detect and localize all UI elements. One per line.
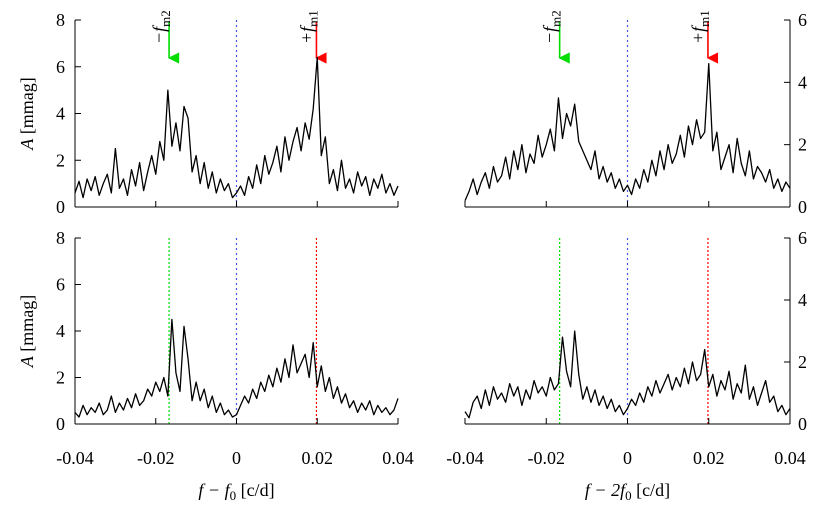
label-main: f − 2f: [585, 480, 628, 500]
y-tick-label: 6: [56, 275, 65, 295]
spectrum-line: [464, 62, 791, 202]
y-tick-label: 4: [56, 321, 65, 341]
x-tick-label: -0.02: [137, 448, 175, 468]
x-tick-label: 0.02: [302, 448, 334, 468]
spectrum-line: [74, 56, 399, 199]
label-subscript: 0: [230, 488, 237, 503]
y-axis-label: A [mmag]: [17, 295, 37, 368]
y-tick-label: 4: [56, 104, 65, 124]
y-axis-label: A [mmag]: [17, 77, 37, 150]
y-tick-label: 0: [798, 197, 807, 217]
label-rest: [mmag]: [17, 77, 37, 138]
label-subscript: m1: [305, 10, 320, 27]
y-tick-label: 8: [56, 228, 65, 248]
label-main: +f: [296, 24, 316, 44]
label-subscript: 0: [625, 488, 632, 503]
label-italic: A: [17, 138, 37, 151]
x-tick-label: 0: [623, 448, 632, 468]
y-tick-label: 2: [56, 368, 65, 388]
y-tick-label: 8: [56, 10, 65, 30]
x-axis-label: f − 2f0 [c/d]: [585, 480, 670, 503]
spectrum-line: [74, 318, 399, 418]
frequency-label: +fm1: [688, 10, 712, 44]
x-tick-label: -0.04: [446, 448, 484, 468]
y-tick-label: 2: [798, 352, 807, 372]
x-tick-label: -0.02: [528, 448, 566, 468]
label-main: +f: [688, 24, 708, 44]
x-tick-label: 0.02: [693, 448, 725, 468]
frequency-label: +fm1: [296, 10, 320, 44]
x-tick-label: 0.04: [774, 448, 806, 468]
spectrum-line: [464, 330, 791, 419]
y-tick-label: 6: [798, 228, 807, 248]
y-tick-label: 6: [798, 10, 807, 30]
label-italic: A: [17, 355, 37, 368]
y-tick-label: 0: [56, 414, 65, 434]
y-tick-label: 6: [56, 57, 65, 77]
frequency-label: −fm2: [149, 10, 173, 44]
label-rest: [mmag]: [17, 295, 37, 356]
x-tick-label: 0: [232, 448, 241, 468]
label-rest: [c/d]: [632, 480, 670, 500]
label-main: −f: [149, 24, 169, 44]
label-main: f − f: [198, 480, 232, 500]
label-main: −f: [540, 24, 560, 44]
x-tick-label: -0.04: [56, 448, 94, 468]
label-subscript: m1: [697, 10, 712, 27]
label-subscript: m2: [158, 10, 173, 27]
y-tick-label: 0: [56, 197, 65, 217]
label-rest: [c/d]: [236, 480, 274, 500]
y-tick-label: 4: [798, 72, 807, 92]
y-tick-label: 2: [56, 150, 65, 170]
y-tick-label: 2: [798, 135, 807, 155]
y-tick-label: 4: [798, 290, 807, 310]
label-subscript: m2: [549, 10, 564, 27]
y-tick-label: 0: [798, 414, 807, 434]
x-tick-label: 0.04: [382, 448, 414, 468]
x-axis-label: f − f0 [c/d]: [198, 480, 274, 503]
frequency-label: −fm2: [540, 10, 564, 44]
